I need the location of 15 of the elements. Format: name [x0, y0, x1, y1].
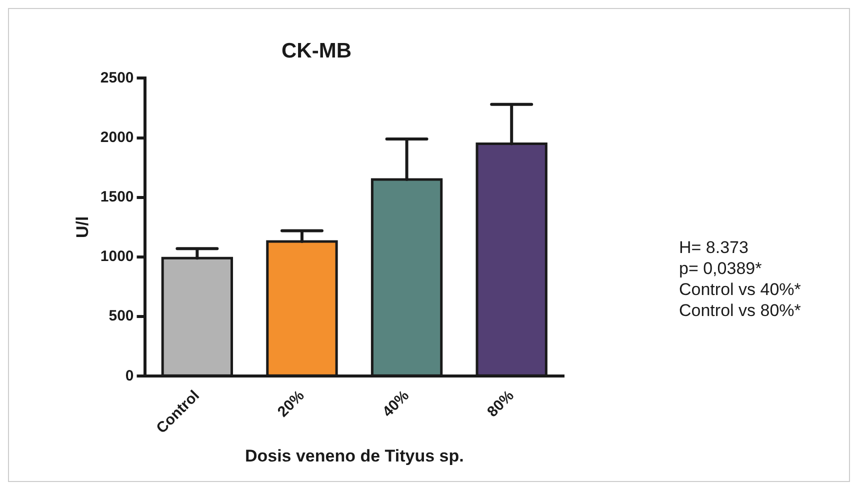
x-axis-title: Dosis veneno de Tityus sp. [244, 446, 464, 466]
y-tick-label: 2500 [100, 69, 134, 86]
y-tick-label: 1500 [100, 188, 134, 206]
x-tick-label: 80% [484, 387, 518, 421]
y-tick-label: 0 [125, 367, 134, 384]
text: H= 8.373 [679, 237, 750, 258]
text: p= 0,0389* [679, 258, 763, 279]
text: Control vs 80%* [679, 300, 801, 321]
chart-title: CK-MB [282, 39, 352, 62]
y-tick-label: 1000 [100, 248, 134, 266]
y-tick-label: 500 [108, 308, 134, 325]
y-tick-label: 2000 [100, 128, 134, 146]
x-tick-label: 40% [379, 387, 413, 421]
y-axis-title: U/l [72, 216, 92, 238]
text: Control vs 40%* [679, 279, 801, 300]
